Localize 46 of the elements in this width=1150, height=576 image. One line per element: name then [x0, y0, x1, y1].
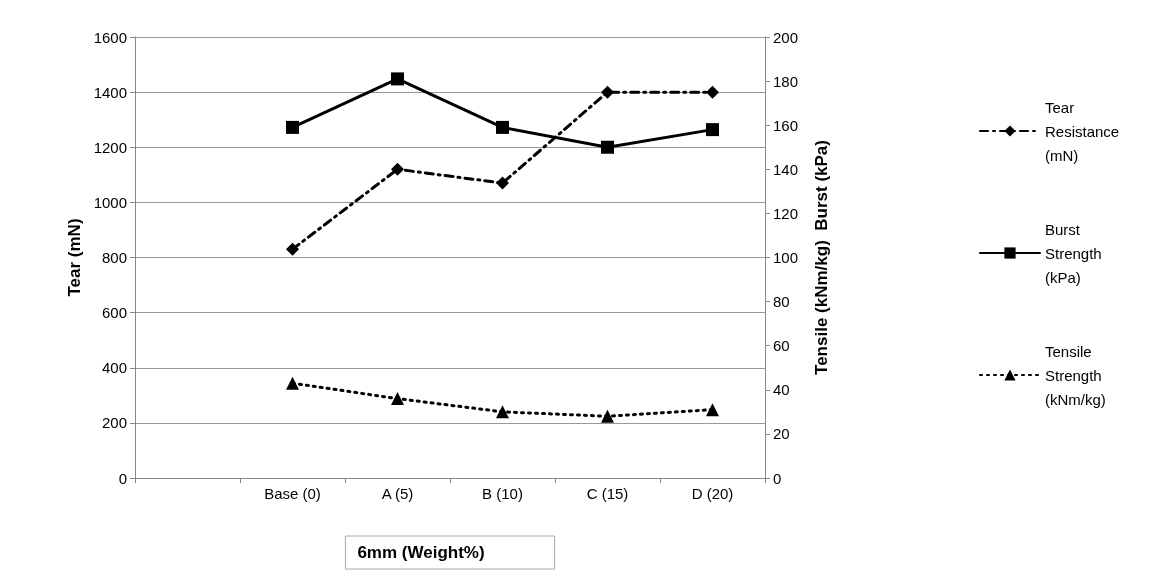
point [391, 72, 404, 86]
y2-tick-label: 80 [773, 293, 790, 311]
y2-tick-label: 120 [773, 204, 799, 222]
point [706, 85, 719, 99]
point [391, 392, 404, 406]
y2-tick-label: 60 [773, 337, 790, 355]
x-tick-label: Base (0) [264, 485, 321, 502]
y-tick-label: 200 [101, 414, 127, 432]
legend-label: Tear Resistance (mN) [1045, 98, 1124, 164]
x-axis-title: 6mm (Weight%) [357, 543, 485, 562]
y2-axis-title: Tensile (kNm/kg) Burst (kPa) [812, 140, 831, 375]
point [286, 120, 299, 134]
point [706, 403, 719, 417]
point [286, 242, 299, 256]
y2-tick-label: 180 [773, 72, 799, 90]
y-tick-label: 1600 [93, 28, 127, 46]
y-tick-label: 1000 [93, 193, 127, 211]
point [391, 162, 404, 176]
legend-label: Burst Strength (kPa) [1045, 220, 1106, 286]
point [286, 376, 299, 390]
y-tick-label: 0 [118, 469, 127, 487]
point [601, 140, 614, 154]
x-tick-label: C (15) [586, 485, 629, 502]
x-tick-label: A (5) [381, 485, 414, 502]
y-tick-label: 400 [101, 359, 127, 377]
y2-tick-label: 0 [773, 469, 782, 487]
point [496, 120, 509, 134]
y-tick-label: 1400 [93, 83, 127, 101]
point [496, 176, 509, 190]
y-tick-label: 600 [101, 304, 127, 322]
x-tick-label: B (10) [482, 485, 523, 502]
y-tick-label: 800 [101, 249, 127, 266]
y-axis-title: Tear (mN) [64, 218, 84, 297]
y2-tick-label: 160 [773, 116, 799, 134]
y2-tick-label: 140 [773, 160, 799, 178]
y-tick-label: 1200 [93, 138, 127, 156]
y2-tick-label: 40 [773, 381, 790, 399]
legend-label: Tensile Strength (kNm/kg) [1045, 342, 1106, 408]
y2-tick-label: 20 [773, 425, 790, 443]
x-tick-label: D (20) [691, 485, 734, 502]
point [601, 85, 614, 99]
point [601, 409, 614, 423]
y2-tick-label: 100 [773, 249, 799, 266]
y2-tick-label: 200 [773, 28, 799, 46]
point [496, 405, 509, 419]
point [706, 123, 719, 137]
